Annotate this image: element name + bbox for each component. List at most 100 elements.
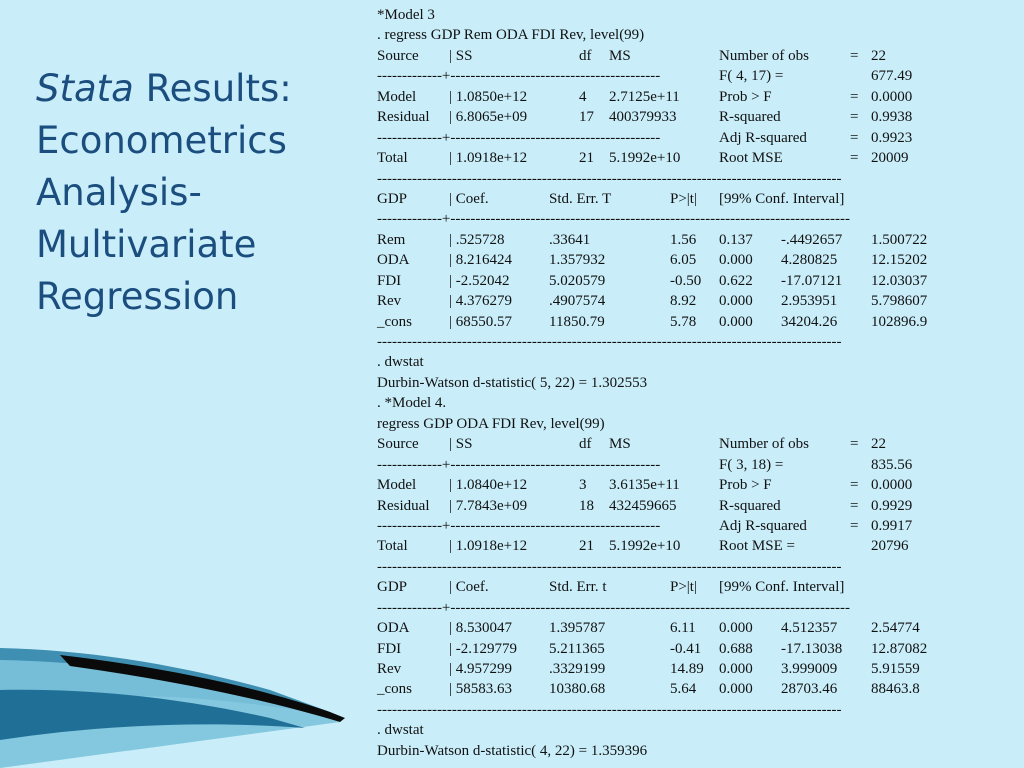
output-line: GDP | Coef. Std. Err. t P>|t| [99% Conf. Int…: [377, 577, 1017, 597]
output-line: -------------+--------------------------…: [377, 598, 1017, 618]
output-cell: -0.50: [670, 272, 702, 289]
output-line: ODA | 8.216424 1.357932 6.05 0.000 4.280825 12…: [377, 250, 1017, 270]
output-cell: 4.512357: [781, 620, 838, 637]
output-text: . dwstat: [377, 354, 424, 371]
output-cell: 88463.8: [871, 681, 920, 698]
output-cell: 1.56: [670, 231, 697, 248]
output-cell: =: [850, 436, 859, 453]
output-line: -------------+--------------------------…: [377, 455, 1017, 475]
output-line: . dwstat: [377, 352, 1017, 372]
output-cell: 28703.46: [781, 681, 838, 698]
output-cell: P>|t|: [670, 579, 697, 596]
slide-title: Stata Results: Econometrics Analysis-Mul…: [36, 63, 366, 323]
output-cell: 400379933: [609, 109, 677, 126]
output-cell: 0.9929: [871, 497, 913, 514]
output-cell: =: [850, 129, 859, 146]
output-cell: _cons: [377, 681, 412, 698]
output-cell: -17.13038: [781, 640, 843, 657]
output-line: Durbin-Watson d-statistic( 4, 22) = 1.35…: [377, 741, 1017, 761]
output-cell: 0.9923: [871, 129, 913, 146]
output-line: FDI | -2.129779 5.211365 -0.41 0.688 -17.1303…: [377, 639, 1017, 659]
output-cell: 677.49: [871, 68, 913, 85]
output-cell: 3.6135e+11: [609, 477, 680, 494]
output-cell: 4: [579, 88, 587, 105]
output-cell: Model: [377, 88, 417, 105]
output-line: . dwstat: [377, 720, 1017, 740]
output-cell: 3.999009: [781, 661, 838, 677]
output-cell: 5.78: [670, 313, 697, 330]
output-cell: | 1.0918e+12: [449, 538, 528, 555]
output-line: *Model 3: [377, 5, 1017, 25]
output-cell: 6.11: [670, 620, 696, 637]
output-cell: 8.92: [670, 293, 697, 310]
output-cell: -17.07121: [781, 272, 843, 289]
output-cell: 2.953951: [781, 293, 838, 310]
output-cell: 835.56: [871, 456, 913, 473]
output-cell: | 4.376279: [449, 293, 513, 310]
output-line: GDP | Coef. Std. Err. T P>|t| [99% Conf. Int…: [377, 189, 1017, 209]
output-cell: =: [850, 150, 859, 167]
output-cell: | Coef.: [449, 579, 489, 596]
output-cell: Rev: [377, 293, 402, 310]
output-cell: Number of obs: [719, 436, 809, 453]
output-cell: Rev: [377, 661, 402, 677]
output-text: ----------------------------------------…: [377, 558, 842, 575]
output-cell: 17: [579, 109, 594, 126]
output-line: -------------+--------------------------…: [377, 128, 1017, 148]
output-cell: =: [850, 47, 859, 64]
output-cell: GDP: [377, 190, 408, 207]
output-text: Durbin-Watson d-statistic( 4, 22) = 1.35…: [377, 742, 648, 759]
output-cell: 12.15202: [871, 252, 928, 269]
output-cell: Root MSE =: [719, 538, 795, 555]
output-cell: 14.89: [670, 661, 704, 677]
output-line: Total | 1.0918e+12 21 5.1992e+10 Root MSE = 2…: [377, 536, 1017, 556]
output-line: ----------------------------------------…: [377, 332, 1017, 352]
output-line: Rev | 4.957299 .3329199 14.89 0.000 3.999009 5…: [377, 659, 1017, 679]
output-cell: -.4492657: [781, 231, 843, 248]
output-cell: | Coef.: [449, 190, 489, 207]
output-cell: Residual: [377, 109, 430, 126]
output-cell: 5.91559: [871, 661, 920, 677]
output-cell: -0.41: [670, 640, 702, 657]
output-line: Model | 1.0840e+12 3 3.6135e+11 Prob > F = 0.0…: [377, 475, 1017, 495]
output-cell: Model: [377, 477, 417, 494]
output-cell: -------------+--------------------------…: [377, 456, 661, 473]
output-line: . *Model 4.: [377, 393, 1017, 413]
output-cell: Total: [377, 150, 408, 167]
output-cell: 0.000: [719, 293, 753, 310]
output-cell: 432459665: [609, 497, 677, 514]
output-line: -------------+--------------------------…: [377, 66, 1017, 86]
output-cell: 102896.9: [871, 313, 928, 330]
output-text: ----------------------------------------…: [377, 701, 842, 718]
output-cell: .33641: [549, 231, 591, 248]
output-cell: 5.211365: [549, 640, 605, 657]
output-line: Total | 1.0918e+12 21 5.1992e+10 Root MSE = 20…: [377, 148, 1017, 168]
output-line: FDI | -2.52042 5.020579 -0.50 0.622 -17.07121…: [377, 271, 1017, 291]
output-cell: | 8.530047: [449, 620, 513, 637]
output-line: Source | SS df MS Number of obs = 22: [377, 46, 1017, 66]
output-cell: 0.137: [719, 231, 753, 248]
output-cell: Std. Err. T: [549, 190, 612, 207]
output-cell: 0.9938: [871, 109, 913, 126]
output-line: ODA | 8.530047 1.395787 6.11 0.000 4.512357 2.…: [377, 618, 1017, 638]
output-cell: R-squared: [719, 109, 781, 126]
output-cell: | 4.957299: [449, 661, 513, 677]
output-line: ----------------------------------------…: [377, 557, 1017, 577]
output-cell: | SS: [449, 436, 473, 453]
output-cell: 4.280825: [781, 252, 838, 269]
output-cell: 0.688: [719, 640, 753, 657]
output-cell: 1.500722: [871, 231, 928, 248]
output-cell: 34204.26: [781, 313, 838, 330]
output-cell: 2.7125e+11: [609, 88, 680, 105]
output-cell: -------------+--------------------------…: [377, 517, 661, 534]
output-cell: 5.64: [670, 681, 697, 698]
output-cell: Prob > F: [719, 477, 772, 494]
output-line: -------------+--------------------------…: [377, 209, 1017, 229]
output-cell: MS: [609, 436, 631, 453]
output-cell: | 8.216424: [449, 252, 513, 269]
output-cell: 0.0000: [871, 477, 913, 494]
output-text: -------------+--------------------------…: [377, 599, 851, 616]
output-cell: Adj R-squared: [719, 129, 807, 146]
output-cell: .4907574: [549, 293, 606, 310]
output-cell: 0.000: [719, 252, 753, 269]
